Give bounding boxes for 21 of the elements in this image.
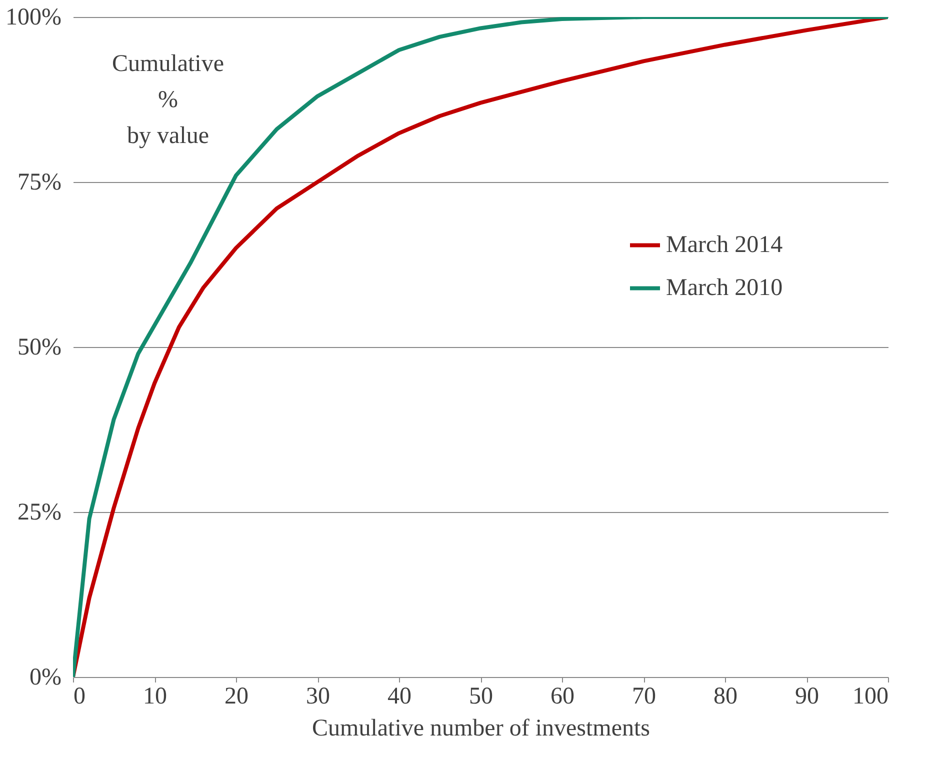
x-tick-label: 70	[632, 684, 656, 710]
y-tick-label: 0%	[30, 664, 62, 690]
x-tick-label: 40	[388, 684, 412, 710]
legend-label: March 2010	[666, 275, 783, 302]
y-tick-label: 75%	[18, 170, 62, 196]
x-tick-label: 60	[550, 684, 574, 710]
annotation: Cumulative % by value	[112, 51, 224, 149]
x-tick-label: 90	[795, 684, 819, 710]
x-tick-label: 50	[469, 684, 493, 710]
x-tick-label: 80	[714, 684, 738, 710]
x-tick-label: 30	[306, 684, 330, 710]
x-tick-label: 20	[224, 684, 248, 710]
x-tick-label: 100	[852, 684, 888, 710]
y-tick-label: 50%	[18, 334, 62, 360]
line-series	[73, 17, 888, 677]
x-tick-label: 10	[143, 684, 167, 710]
y-tick-label: 25%	[18, 500, 62, 526]
x-axis-title: Cumulative number of investments	[312, 716, 650, 742]
x-tick-label: 0	[74, 684, 86, 710]
legend-label: March 2014	[666, 232, 783, 258]
y-tick-label: 100%	[6, 4, 62, 30]
